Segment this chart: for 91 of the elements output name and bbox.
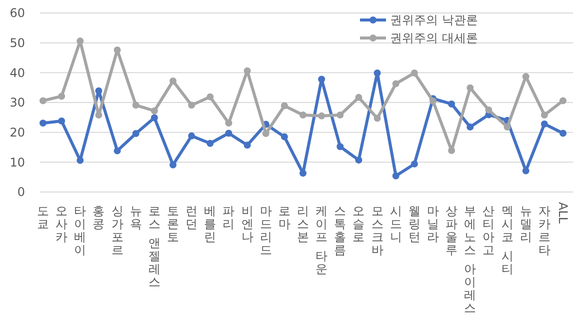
point — [392, 172, 400, 180]
x-tick-label: 멕시코 시티 — [501, 204, 514, 276]
point — [560, 97, 566, 104]
point — [188, 102, 196, 109]
x-tick-label: 오슬로 — [352, 204, 365, 244]
point — [485, 106, 492, 114]
point — [225, 130, 232, 137]
point — [225, 120, 232, 127]
point — [58, 92, 66, 100]
y-tick-label: 60 — [10, 6, 25, 20]
x-tick-label: 파리 — [222, 204, 235, 231]
point — [114, 147, 121, 154]
x-tick-label: 자카르타 — [538, 204, 550, 257]
x-tick-label: 산티아고 — [482, 204, 495, 257]
point — [244, 67, 251, 74]
point — [280, 102, 288, 110]
point — [244, 142, 251, 149]
point — [150, 114, 158, 122]
point — [430, 98, 436, 105]
x-tick-label: 로스 앤젤레스 — [148, 204, 160, 289]
x-tick-label: 시드니 — [390, 204, 402, 244]
x-tick-label: 마드리드 — [260, 204, 272, 257]
point — [318, 76, 326, 83]
point — [40, 120, 46, 127]
point — [560, 130, 566, 137]
x-tick-label: 베를린 — [204, 204, 216, 244]
x-tick-label: 도쿄 — [37, 204, 49, 231]
y-tick-label: 20 — [10, 126, 25, 140]
point — [522, 167, 530, 174]
point — [355, 156, 362, 164]
point — [410, 69, 418, 76]
x-tick-label: 뉴욕 — [130, 204, 142, 231]
x-tick-label: 싱가포르 — [111, 204, 124, 257]
y-tick-label: 30 — [10, 96, 25, 110]
legend-label: 권위주의 대세론 — [390, 31, 478, 46]
point — [374, 69, 381, 76]
x-tick-label: 로마 — [278, 204, 290, 231]
x-tick-label: 케이프 타운 — [316, 204, 328, 276]
x-tick-label: 홍콩 — [92, 204, 105, 231]
x-tick-label: 부에노스 아이레스 — [464, 204, 476, 315]
x-tick-label: 런던 — [186, 204, 198, 231]
x-tick-label: 타이베이 — [74, 204, 86, 257]
point — [466, 123, 474, 130]
y-tick-label: 50 — [10, 36, 25, 50]
x-tick-label: 마닐라 — [427, 204, 439, 244]
point — [150, 107, 158, 114]
point — [392, 80, 400, 88]
point — [95, 87, 102, 94]
point — [206, 93, 214, 100]
x-tick-label: 웰링턴 — [408, 204, 420, 244]
point — [355, 94, 362, 101]
x-tick-label: 오사카 — [56, 204, 68, 244]
point — [540, 112, 548, 119]
point — [40, 97, 46, 104]
point — [336, 143, 344, 150]
point — [410, 160, 418, 168]
legend-label: 권위주의 낙관론 — [390, 13, 478, 28]
point — [206, 140, 214, 147]
x-tick-label: 비엔나 — [241, 204, 254, 244]
y-tick-label: 40 — [10, 66, 25, 80]
point — [280, 133, 288, 140]
point — [58, 117, 66, 124]
point — [188, 132, 196, 140]
y-tick-label: 0 — [17, 185, 25, 200]
x-tick-label: 스톡홀름 — [334, 204, 346, 257]
point — [300, 112, 306, 119]
point — [448, 100, 456, 108]
point — [448, 147, 456, 154]
point — [95, 112, 102, 119]
point — [76, 38, 84, 45]
point — [262, 130, 270, 138]
x-tick-label: 모스크바 — [371, 204, 384, 257]
point — [318, 112, 326, 120]
point — [374, 114, 381, 122]
point — [170, 78, 176, 85]
y-tick-label: 10 — [10, 155, 25, 170]
x-tick-label: 뉴델리 — [520, 204, 532, 244]
point — [132, 102, 140, 109]
point — [114, 46, 121, 54]
point — [76, 156, 84, 164]
point — [170, 161, 176, 168]
point — [300, 170, 306, 177]
point — [336, 112, 344, 119]
point — [504, 123, 511, 130]
x-tick-label: ALL — [556, 202, 570, 224]
x-tick-label: 상파울루 — [446, 204, 458, 257]
x-tick-label: 토론토 — [167, 204, 179, 244]
x-tick-label: 리스본 — [297, 204, 309, 244]
point — [540, 120, 548, 128]
point — [466, 84, 474, 92]
point — [132, 130, 140, 138]
